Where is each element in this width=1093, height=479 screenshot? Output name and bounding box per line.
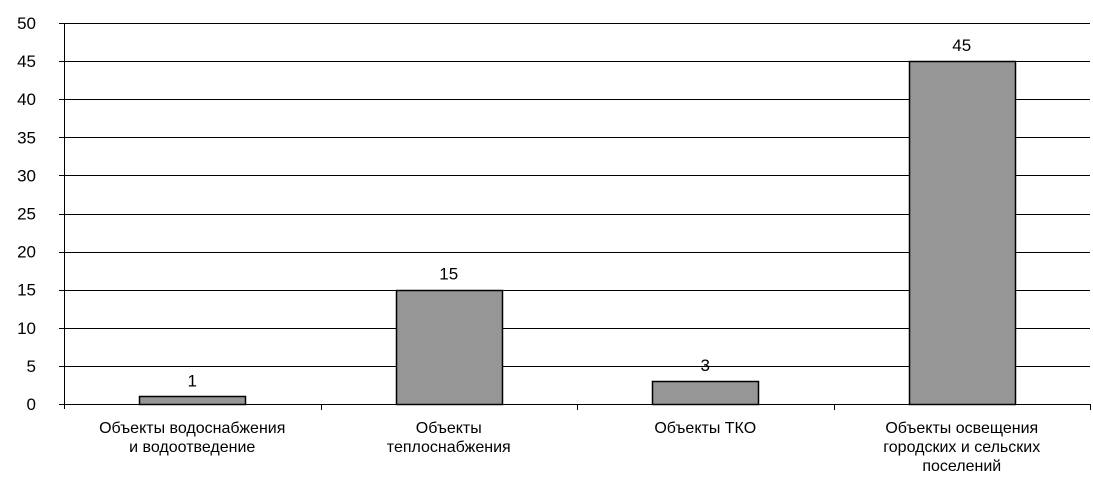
y-tick-label: 45 bbox=[17, 52, 36, 71]
category-label: Объекты водоснабжения и водоотведение bbox=[99, 420, 285, 456]
y-tick-label: 15 bbox=[17, 281, 36, 300]
category-label: Объекты освещения городских и сельских пос… bbox=[883, 420, 1040, 475]
y-tick-label: 50 bbox=[17, 14, 36, 33]
y-axis-tick-labels: 0 5 10 15 20 25 30 35 40 45 50 bbox=[17, 14, 64, 414]
data-label: 3 bbox=[701, 356, 710, 375]
bar bbox=[138, 395, 247, 406]
category-label: Объекты теплоснабжения bbox=[387, 420, 511, 456]
data-labels: 1 15 3 45 bbox=[188, 36, 972, 390]
category-label-line: Объекты освещения bbox=[885, 420, 1038, 437]
axes bbox=[64, 23, 1091, 410]
data-label: 15 bbox=[439, 265, 458, 284]
bar bbox=[651, 380, 760, 406]
y-tick-label: 10 bbox=[17, 319, 36, 338]
bars bbox=[138, 60, 1017, 406]
y-tick-label: 5 bbox=[27, 357, 36, 376]
category-label-line: Объекты водоснабжения bbox=[99, 420, 285, 437]
data-label: 1 bbox=[188, 371, 197, 390]
y-tick-label: 25 bbox=[17, 205, 36, 224]
category-label-line: теплоснабжения bbox=[387, 439, 511, 456]
category-labels: Объекты водоснабжения и водоотведениеОбъе… bbox=[99, 420, 1040, 475]
gridlines bbox=[64, 23, 1090, 367]
y-tick-label: 20 bbox=[17, 243, 36, 262]
category-label-line: и водоотведение bbox=[129, 439, 255, 456]
bar bbox=[908, 60, 1017, 406]
y-tick-label: 40 bbox=[17, 90, 36, 109]
category-label-line: городских и сельских bbox=[883, 439, 1040, 456]
category-label-line: Объекты ТКО bbox=[654, 420, 756, 437]
category-label-line: Объекты bbox=[416, 420, 482, 437]
y-tick-label: 35 bbox=[17, 128, 36, 147]
bar bbox=[395, 289, 504, 406]
y-tick-label: 0 bbox=[27, 395, 36, 414]
data-label: 45 bbox=[952, 36, 971, 55]
y-tick-label: 30 bbox=[17, 166, 36, 185]
category-label-line: поселений bbox=[922, 458, 1001, 475]
category-label: Объекты ТКО bbox=[654, 420, 756, 437]
